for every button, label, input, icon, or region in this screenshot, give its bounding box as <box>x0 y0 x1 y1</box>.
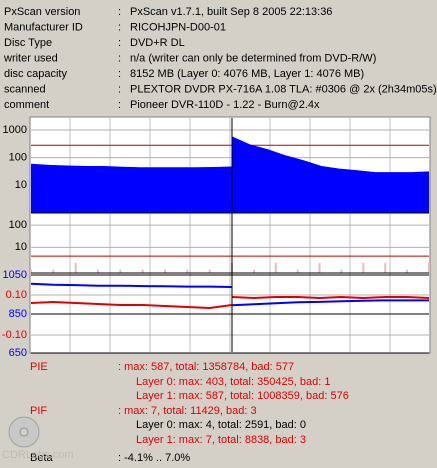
info-colon: : <box>118 52 121 64</box>
info-value: RICOHJPN-D00-01 <box>130 21 226 33</box>
pif-bar <box>208 269 211 273</box>
stat-text: PIE <box>30 361 48 373</box>
beta-line <box>231 295 430 300</box>
info-value: Pioneer DVR-110D - 1.22 - Burn@2.4x <box>130 99 320 111</box>
stat-text: Layer 1: max: 587, total: 1008359, bad: … <box>136 390 349 402</box>
pif-bar <box>141 269 144 273</box>
info-value: PLEXTOR DVDR PX-716A 1.08 TLA: #0306 @ 2… <box>130 83 437 95</box>
info-colon: : <box>118 6 121 18</box>
stat-text: : max: 7, total: 11429, bad: 3 <box>118 405 257 417</box>
info-label: PxScan version <box>4 6 80 18</box>
info-label: writer used <box>3 52 58 64</box>
stat-text: : max: 587, total: 1358784, bad: 577 <box>118 361 294 373</box>
stat-text: : -4.1% .. 7.0% <box>118 452 190 464</box>
info-label: comment <box>4 99 49 111</box>
info-label: Disc Type <box>4 37 52 49</box>
y-tick-label: 0.10 <box>6 289 27 301</box>
pif-bar <box>384 262 387 273</box>
disc-icon <box>8 416 40 448</box>
y-tick-label: 1000 <box>3 124 27 136</box>
y-tick-label: 100 <box>9 152 27 164</box>
pif-bar <box>274 262 277 273</box>
info-value: DVD+R DL <box>130 37 185 49</box>
y-tick-label: 100 <box>9 219 27 231</box>
info-value: n/a (writer can only be determined from … <box>130 52 376 64</box>
info-colon: : <box>118 21 121 33</box>
info-value: 8152 MB (Layer 0: 4076 MB, Layer 1: 4076… <box>130 68 364 80</box>
info-label: disc capacity <box>4 68 67 80</box>
pif-bar <box>252 269 255 273</box>
jitter-line <box>231 299 429 307</box>
y-tick-label: 10 <box>15 179 27 191</box>
pif-bar <box>362 262 365 273</box>
info-colon: : <box>118 37 121 49</box>
pif-bar <box>318 262 321 273</box>
info-colon: : <box>118 83 121 95</box>
watermark: CDRLabs.com <box>2 449 74 461</box>
pif-bar <box>428 262 430 273</box>
y-tick-label: 850 <box>9 308 27 320</box>
stat-text: PIF <box>30 405 47 417</box>
beta-line <box>30 300 233 310</box>
stat-text: Layer 1: max: 7, total: 8838, bad: 3 <box>136 434 306 446</box>
pif-bar <box>296 269 299 273</box>
pif-bar <box>97 269 99 273</box>
y-tick-label: 1050 <box>3 269 27 281</box>
pif-bar <box>52 269 55 273</box>
info-label: Manufacturer ID <box>4 21 83 33</box>
y-tick-label: 650 <box>9 347 27 359</box>
y-tick-label: -0.10 <box>2 329 27 341</box>
pif-bar <box>406 269 409 273</box>
stat-text: Beta <box>30 452 54 464</box>
pif-bar <box>186 269 189 273</box>
y-tick-label: 10 <box>15 241 27 253</box>
pif-bar <box>164 269 166 273</box>
pie-area <box>31 163 232 213</box>
jitter-line <box>30 282 233 289</box>
info-value: PxScan v1.7.1, built Sep 8 2005 22:13:36 <box>130 6 332 18</box>
info-colon: : <box>118 68 121 80</box>
pif-bar <box>74 262 77 273</box>
info-label: scanned <box>4 83 46 95</box>
stat-text: Layer 0: max: 403, total: 350425, bad: 1 <box>136 376 330 388</box>
info-colon: : <box>118 99 121 111</box>
pif-bar <box>340 269 343 273</box>
pif-bar <box>30 269 32 273</box>
pie-area <box>232 136 429 213</box>
pif-bar <box>119 269 122 273</box>
stat-text: Layer 0: max: 4, total: 2591, bad: 0 <box>136 419 306 431</box>
